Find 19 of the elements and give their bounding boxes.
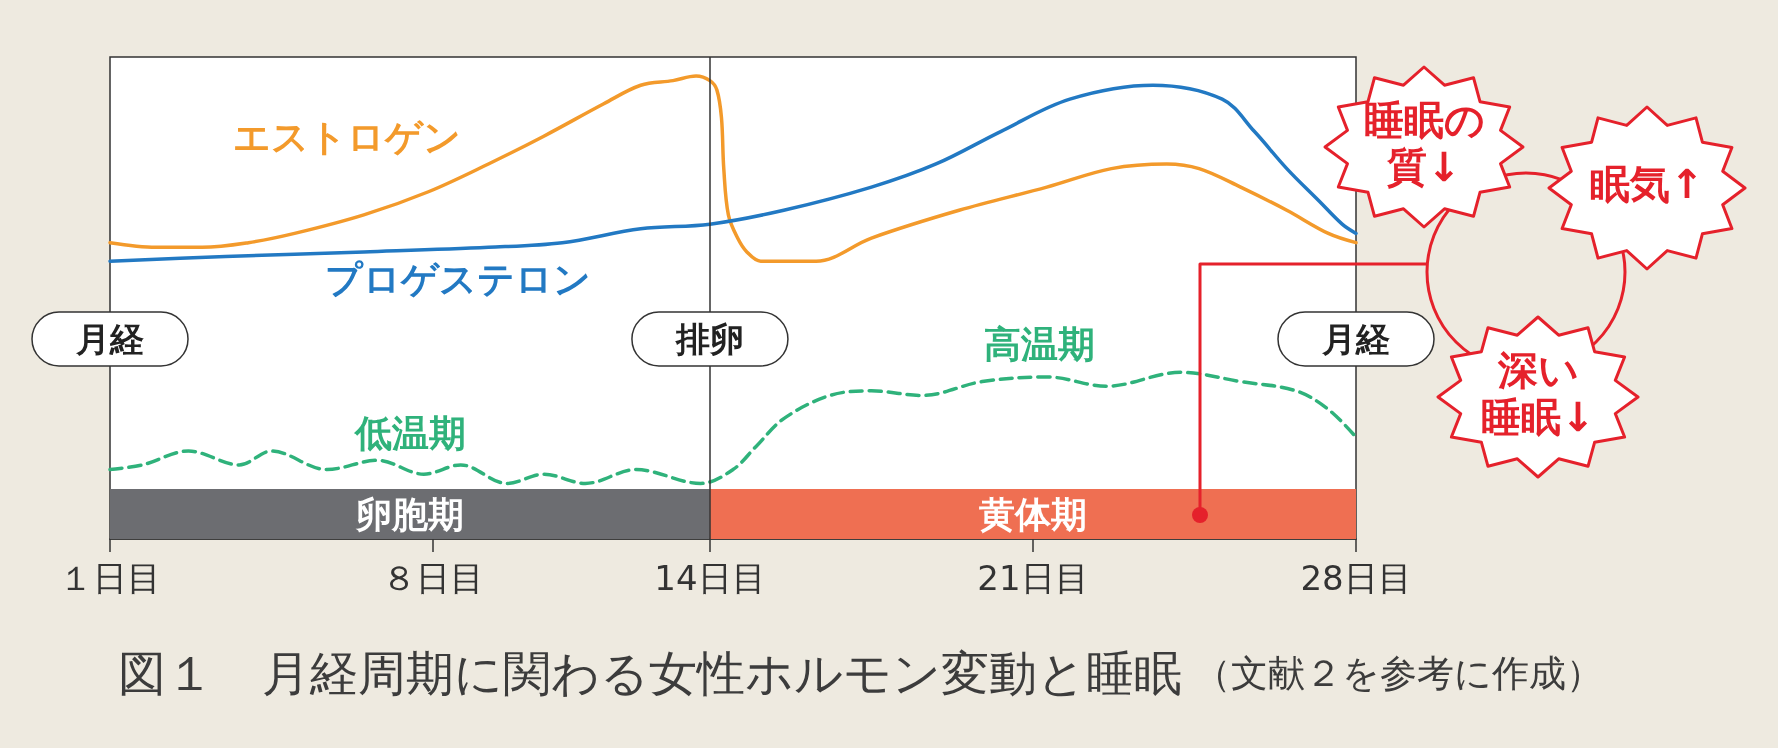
text: 睡眠の質↓ — [1363, 96, 1485, 190]
ref-line-label: 排卵 — [674, 319, 744, 359]
x-tick-label: 21日目 — [977, 558, 1089, 598]
annotation: 月経 — [1321, 319, 1390, 359]
text: （文献２を参考に作成） — [1194, 651, 1603, 695]
annotation: 低温期 — [352, 411, 466, 455]
x-tick-label: １日目 — [59, 558, 161, 598]
text: 深い睡眠↓ — [1481, 346, 1595, 440]
series-label: プロゲステロン — [325, 257, 591, 301]
text: 図１ 月経周期に関わる女性ホルモン変動と睡眠 — [118, 645, 1182, 701]
text: 眠気↑ — [1590, 161, 1704, 207]
x-tick-label: 14日目 — [654, 558, 766, 598]
annotation: 高温期 — [983, 322, 1095, 366]
band-label: 黄体期 — [978, 493, 1087, 535]
x-tick-label: ８日目 — [382, 558, 485, 598]
x-tick-label: 28日目 — [1300, 558, 1412, 598]
series-label: エストロゲン — [233, 115, 461, 159]
band-label: 卵胞期 — [354, 493, 464, 535]
annotation: 月経 — [75, 319, 144, 359]
